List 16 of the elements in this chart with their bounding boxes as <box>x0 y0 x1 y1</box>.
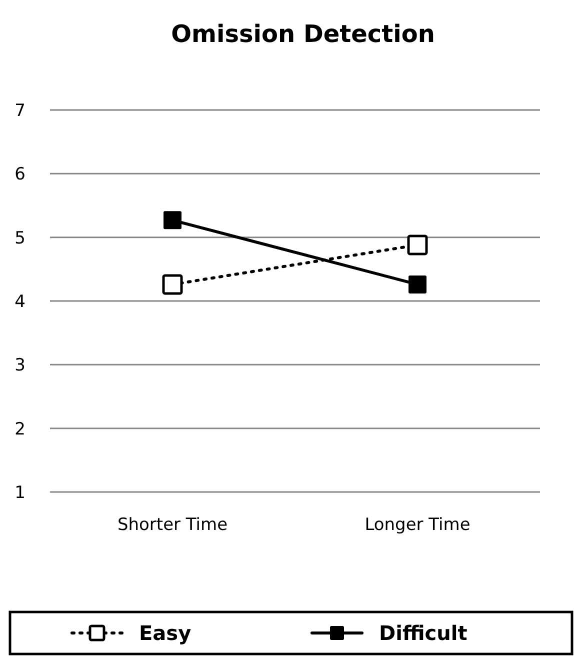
y-tick-label: 5 <box>14 228 26 248</box>
point <box>407 234 428 256</box>
y-tick-label: 3 <box>14 356 26 376</box>
y-tick-label: 7 <box>14 100 26 121</box>
y-tick-label: 2 <box>14 419 26 440</box>
legend-label: Difficult <box>379 621 468 645</box>
point <box>162 274 183 295</box>
x-tick-label: Longer Time <box>364 515 470 535</box>
legend-label: Easy <box>139 621 192 645</box>
y-tick-label: 6 <box>14 164 26 185</box>
y-tick-label: 1 <box>14 482 26 503</box>
point <box>164 211 182 230</box>
point <box>408 275 426 294</box>
chart-title: Omission Detection <box>171 20 435 48</box>
x-tick-label: Shorter Time <box>117 515 228 535</box>
y-tick-label: 4 <box>14 292 26 312</box>
